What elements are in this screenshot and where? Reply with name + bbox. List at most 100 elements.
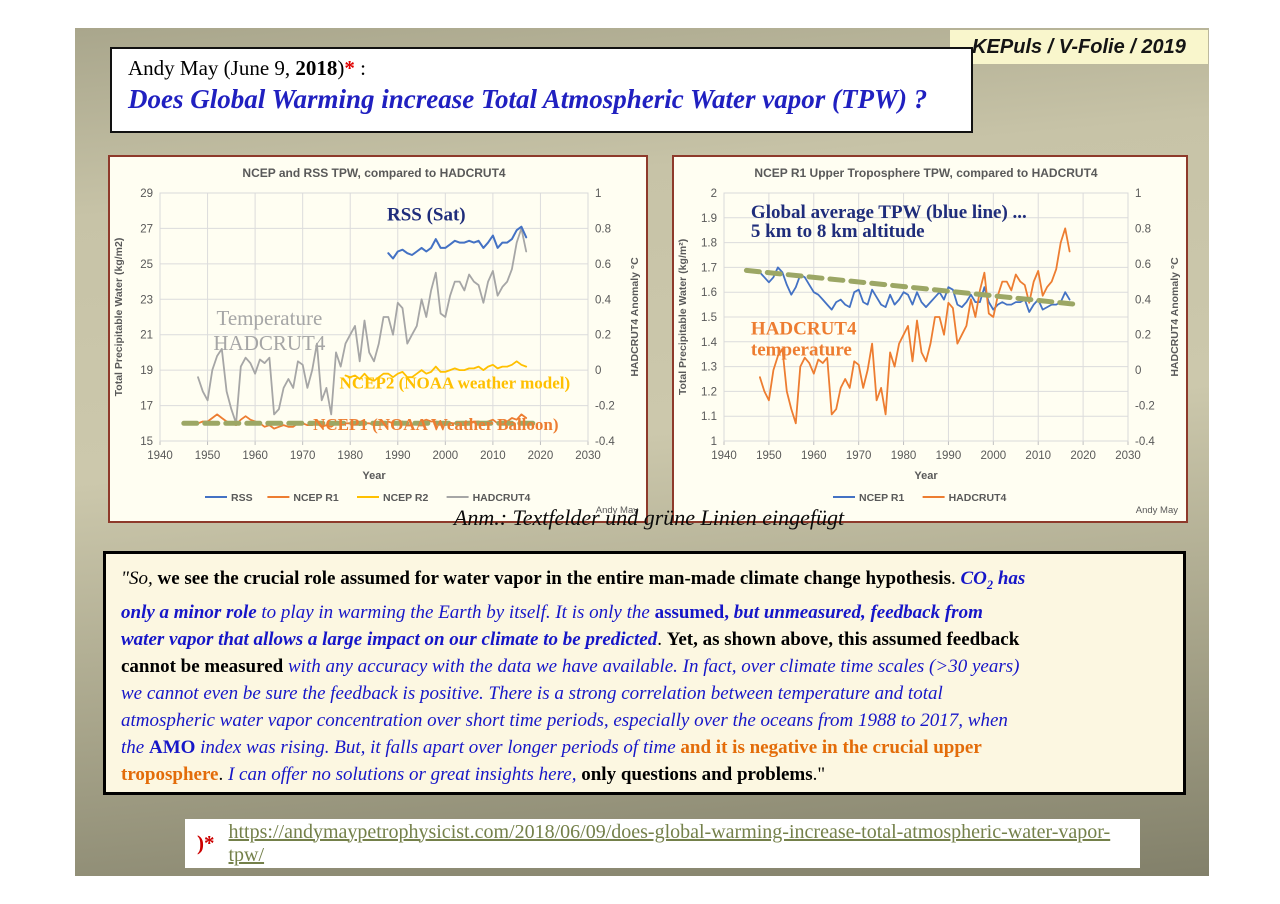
quote-segment: . [218,763,228,785]
x-tick-label: 1960 [242,450,268,462]
y-right-tick-label: 0 [595,365,601,377]
chart-credit: Andy May [596,505,638,516]
y-left-tick-label: 17 [140,401,153,413]
y-left-tick-label: 25 [140,259,153,271]
quote-segment: Yet, as shown above, this assumed feedba… [666,628,1020,650]
y-left-tick-label: 1.4 [701,337,718,349]
x-tick-label: 2000 [433,450,459,462]
y-right-tick-label: 0.2 [595,330,611,342]
quote-segment: troposphere [121,763,219,785]
y-right-tick-label: 0 [1135,365,1141,377]
title-colon: : [354,56,366,80]
page-title: Does Global Warming increase Total Atmos… [128,84,928,114]
y-right-tick-label: 1 [1135,188,1141,200]
x-tick-label: 2030 [575,450,601,462]
y-left-tick-label: 1.6 [701,287,717,299]
footer-bar: )* https://andymaypetrophysicist.com/201… [185,819,1140,868]
quote-segment: atmospheric water vapor concentration ov… [121,709,1008,731]
quote-segment: "So, [121,568,153,589]
footnote-marker: )* [197,831,215,855]
chart-annotation: HADCRUT4 [751,318,857,339]
annotation-caption: Anm.: Textfelder und grüne Linien eingef… [453,505,845,530]
y-axis-left-title: Total Precipitable Water (kg/m2) [113,238,125,397]
legend-label: NCEP R1 [293,492,338,504]
y-left-tick-label: 1.7 [701,262,717,274]
quote-segment: only a minor role [121,601,257,623]
quote-segment: to play in warming the Earth by itself. … [256,601,655,623]
y-right-tick-label: 0.6 [595,259,611,271]
y-left-tick-label: 29 [140,188,153,200]
chart-annotation: NCEP1 (NOAA Weather Balloon) [313,415,558,434]
x-tick-label: 1960 [801,450,827,462]
quote-segment: has [993,568,1026,589]
y-left-tick-label: 1.1 [701,411,717,423]
y-left-tick-label: 1.9 [701,213,717,225]
quote-segment: . [657,628,667,650]
y-left-tick-label: 1 [711,436,717,448]
x-tick-label: 1990 [936,450,962,462]
x-tick-label: 2000 [981,450,1007,462]
quote-segment: AMO [148,736,196,758]
legend-label: HADCRUT4 [473,492,531,504]
y-right-tick-label: -0.4 [1135,436,1155,448]
chart-annotation: 5 km to 8 km altitude [751,221,925,242]
y-left-tick-label: 1.2 [701,386,717,398]
x-tick-label: 1940 [711,450,737,462]
legend-label: RSS [231,492,253,504]
y-left-tick-label: 1.3 [701,362,717,374]
series-inserted-green-trend [743,267,1077,307]
quote-segment: water vapor that allows a large impact o… [121,628,658,650]
quote-box: "So, we see the crucial role assumed for… [103,551,1186,795]
y-left-tick-label: 19 [140,365,153,377]
footnote-asterisk: * [344,56,355,80]
chart-annotation: temperature [751,339,852,360]
y-right-tick-label: 1 [595,188,601,200]
chart-annotation: RSS (Sat) [387,204,466,225]
y-right-tick-label: 0.8 [1135,223,1151,235]
series-ncep-r1 [759,266,1071,313]
legend-label: HADCRUT4 [949,492,1007,504]
quote-segment: but unmeasured, feedback from [729,601,983,623]
chart-annotation: Temperature [216,306,322,330]
quote-segment: I can offer no solutions or great insigh… [227,763,577,785]
chart-panel-left: 1940 1950 1960 1970 1980 1990 2000 2010 2020 2030… [108,155,648,523]
y-left-tick-label: 23 [140,294,153,306]
y-right-tick-label: -0.2 [595,401,615,413]
slide-background: KEPuls / V-Folie / 2019 Andy May (June 9… [75,28,1209,876]
quote-segment: ." [812,763,826,785]
y-axis-right-title: HADCRUT4 Anomaly °C [1169,257,1181,377]
chart-annotation: Global average TPW (blue line) ... [751,202,1027,223]
quote-segment: 2 [986,577,994,592]
x-tick-label: 1970 [846,450,872,462]
slide-tag-badge: KEPuls / V-Folie / 2019 [950,30,1208,64]
y-right-tick-label: -0.2 [1135,401,1155,413]
quote-segment: the [121,736,149,758]
x-tick-label: 1990 [385,450,411,462]
y-left-tick-label: 1.5 [701,312,717,324]
chart-credit: Andy May [1136,505,1178,516]
chart-annotation: HADCRUT4 [213,331,326,355]
legend-label: NCEP R2 [383,492,428,504]
title-author-line: Andy May (June 9, 2018)* : [128,56,955,81]
x-tick-label: 2020 [528,450,554,462]
badge-label: KEPuls / V-Folie / 2019 [972,35,1186,58]
y-right-tick-label: 0.6 [1135,259,1151,271]
x-tick-label: 1950 [195,450,221,462]
quote-text: "So, we see the crucial role assumed for… [121,565,1168,788]
quote-segment: and it is negative in the crucial upper [680,736,982,758]
series-hadcrut4 [197,227,528,425]
y-right-tick-label: 0.4 [1135,294,1152,306]
x-tick-label: 2020 [1070,450,1096,462]
y-axis-left-title: Total Precipitable Water (kg/m²) [677,239,689,395]
title-author-pre: Andy May (June 9, [128,56,296,80]
series-hadcrut4 [759,227,1071,425]
chart-panel-right: 1940 1950 1960 1970 1980 1990 2000 2010 2020 2030… [672,155,1188,523]
chart-title: NCEP R1 Upper Troposphere TPW, compared … [754,166,1097,180]
quote-segment: we see the crucial role assumed for wate… [152,568,951,589]
y-axis-right-title: HADCRUT4 Anomaly °C [629,257,641,377]
x-tick-label: 2010 [480,450,506,462]
title-year: 2018 [295,56,338,80]
quote-segment: cannot be measured [121,655,288,677]
y-right-tick-label: -0.4 [595,436,615,448]
source-link[interactable]: https://andymaypetrophysicist.com/2018/0… [228,820,1111,866]
